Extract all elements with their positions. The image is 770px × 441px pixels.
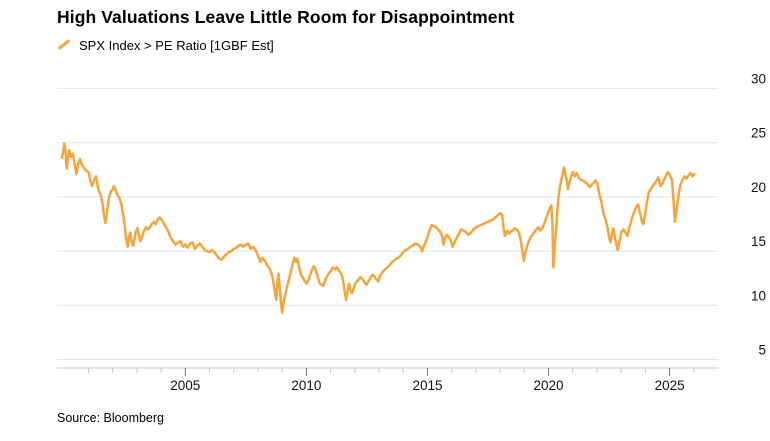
x-axis-label: 2025 <box>655 378 685 393</box>
legend-label: SPX Index > PE Ratio [1GBF Est] <box>79 37 274 53</box>
chart-legend: SPX Index > PE Ratio [1GBF Est] <box>57 36 274 54</box>
y-axis-label: 30 <box>751 71 766 86</box>
x-axis-label: 2005 <box>170 378 200 393</box>
x-axis-label: 2020 <box>533 378 563 393</box>
x-axis-label: 2015 <box>412 378 442 393</box>
y-axis-label: 10 <box>751 288 766 303</box>
y-axis-label: 25 <box>751 126 766 141</box>
y-axis-label: 15 <box>751 234 766 249</box>
y-axis-label: 5 <box>758 343 766 358</box>
chart-title: High Valuations Leave Little Room for Di… <box>57 7 515 27</box>
x-axis-label: 2010 <box>291 378 321 393</box>
pe-ratio-series-line <box>60 142 696 315</box>
source-attribution: Source: Bloomberg <box>57 411 165 425</box>
y-axis-label: 20 <box>751 180 766 195</box>
